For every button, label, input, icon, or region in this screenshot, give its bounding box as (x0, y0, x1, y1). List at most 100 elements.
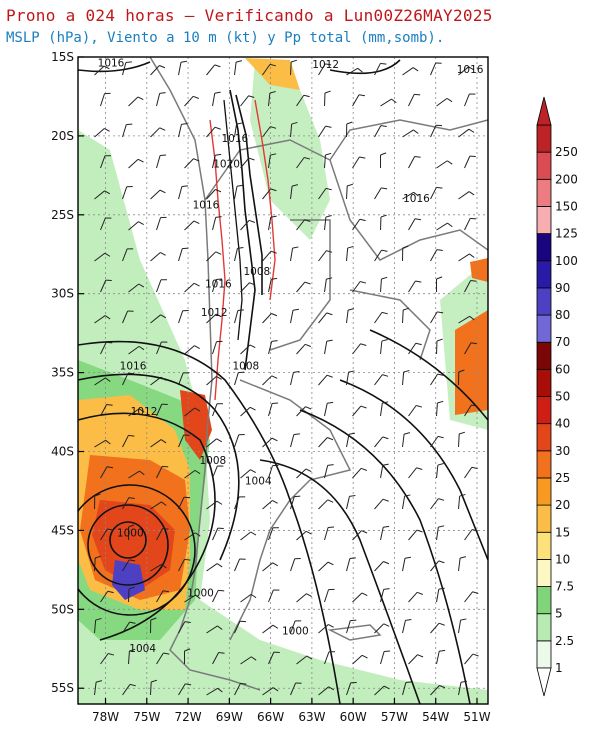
isobar-label: 1016 (205, 278, 232, 290)
wind-barb (206, 687, 223, 696)
lat-tick-label: 40S (51, 445, 74, 459)
wind-barb (464, 280, 477, 293)
wind-barb (240, 531, 257, 541)
longitude-labels: 78W 75W 72W 69W 66W 63W 60W 57W 54W 51W (92, 698, 491, 724)
wind-barb (318, 63, 332, 76)
wind-barb (178, 123, 188, 138)
wind-barb (150, 617, 157, 634)
wind-barb (234, 247, 244, 262)
wind-barb (318, 624, 334, 634)
wind-barb (150, 501, 167, 510)
wind-barb (374, 374, 389, 386)
wind-barb (408, 280, 422, 293)
isobar-label: 1012 (312, 59, 339, 71)
wind-barb (150, 439, 167, 448)
colorbar-label: 125 (555, 227, 578, 241)
isobar-label: 1008 (199, 455, 226, 467)
wind-barb (184, 648, 191, 664)
wind-barb (184, 594, 201, 603)
wind-barb (240, 157, 255, 169)
wind-barb (122, 434, 135, 448)
wind-barb (240, 344, 256, 355)
wind-barb (156, 528, 169, 541)
colorbar-segment (536, 178, 552, 207)
wind-barb (128, 158, 144, 169)
lon-tick-label: 66W (257, 710, 284, 724)
wind-barb (374, 62, 387, 76)
wind-barb (346, 121, 353, 138)
wind-barb (178, 310, 189, 324)
wind-barb (346, 495, 356, 510)
colorbar-segment (536, 423, 552, 452)
wind-barb (324, 651, 335, 665)
wind-barb (234, 371, 245, 386)
wind-barb (346, 183, 354, 200)
wind-barb (150, 127, 166, 138)
wind-barb (458, 556, 467, 572)
wind-barb (408, 467, 423, 479)
colorbar-segment (536, 124, 552, 153)
lon-tick-label: 78W (92, 710, 119, 724)
wind-barb (352, 218, 366, 231)
wind-barb (150, 679, 158, 696)
wind-barb (262, 375, 278, 386)
lon-tick-label: 54W (422, 710, 449, 724)
wind-barb (464, 342, 478, 355)
wind-barb (178, 558, 191, 572)
wind-barb (156, 341, 168, 355)
wind-barb (430, 186, 443, 200)
wind-barb (436, 338, 443, 355)
colorbar-label: 150 (555, 199, 578, 213)
wind-barb (150, 252, 166, 262)
wind-barb (464, 466, 478, 479)
wind-barb (150, 376, 167, 386)
wind-barb (100, 155, 111, 169)
lat-tick-label: 55S (51, 681, 74, 695)
wind-barb (352, 156, 366, 169)
wind-barb (458, 253, 475, 262)
wind-barb (380, 650, 391, 665)
wind-barb (206, 64, 221, 76)
colorbar: 1 2.5 5 7.5 10 15 20 25 30 40 50 60 70 80 90 100 125 150 2… (536, 96, 578, 697)
wind-barb (374, 187, 388, 200)
wind-barb (94, 377, 111, 386)
map-frame (77, 56, 489, 705)
wind-barb (178, 185, 188, 200)
isobar-label: 1012 (201, 307, 228, 319)
wind-barb (380, 339, 388, 355)
wind-barb (402, 191, 419, 200)
wind-barb (178, 247, 189, 262)
wind-barb (402, 307, 410, 324)
wind-barb (100, 653, 115, 665)
wind-barb (436, 587, 445, 603)
wind-barb (212, 91, 221, 107)
colorbar-segment (536, 477, 552, 506)
wind-barb (402, 556, 411, 572)
wind-barb (352, 281, 367, 293)
wind-barb (100, 217, 112, 231)
wind-barb (408, 342, 422, 355)
isobar-label: 1000 (187, 588, 214, 600)
wind-barb (318, 437, 334, 448)
colorbar-segment (536, 151, 552, 180)
wind-barb (290, 371, 300, 386)
wind-barb (324, 339, 333, 355)
wind-barb (100, 341, 113, 355)
wind-barb (234, 496, 246, 510)
colorbar-segment (536, 206, 552, 234)
wind-barb (318, 561, 334, 572)
isobar-label: 1016 (98, 57, 125, 69)
colorbar-segment (536, 531, 552, 560)
wind-barb (318, 499, 334, 510)
wind-barb (212, 403, 223, 417)
wind-barb (178, 372, 190, 386)
wind-barb (296, 281, 311, 293)
isobar-label: 1016 (120, 360, 147, 372)
wind-barb (458, 191, 475, 200)
wind-barb (262, 126, 277, 138)
wind-barb (234, 184, 243, 200)
wind-barb (128, 586, 135, 603)
wind-barb (430, 498, 445, 510)
wind-barb (346, 370, 355, 386)
wind-barb (296, 94, 310, 107)
